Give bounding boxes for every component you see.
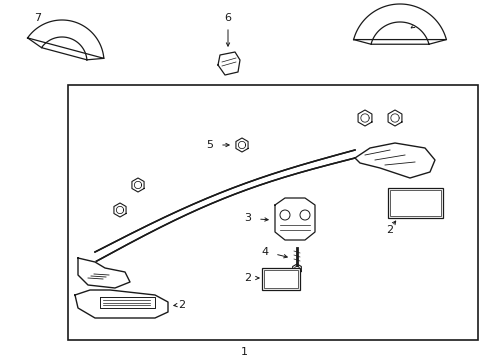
Polygon shape: [75, 290, 168, 318]
Text: 2: 2: [178, 300, 185, 310]
Bar: [389, 190, 440, 216]
Text: 5: 5: [206, 140, 213, 150]
Text: 2: 2: [386, 225, 393, 235]
Bar: [68, 85, 477, 340]
Text: 3: 3: [244, 213, 251, 223]
Polygon shape: [354, 143, 434, 178]
Bar: [387, 188, 442, 218]
Text: 8: 8: [410, 13, 418, 23]
Polygon shape: [95, 150, 354, 262]
Polygon shape: [78, 258, 130, 288]
Polygon shape: [353, 4, 446, 44]
Bar: [264, 270, 297, 288]
FancyBboxPatch shape: [262, 268, 299, 290]
Text: 1: 1: [240, 347, 247, 357]
Text: 6: 6: [224, 13, 231, 23]
Text: 4: 4: [261, 247, 268, 257]
Polygon shape: [218, 52, 240, 75]
Polygon shape: [274, 198, 314, 240]
Text: 7: 7: [34, 13, 41, 23]
Text: 2: 2: [244, 273, 251, 283]
Polygon shape: [27, 20, 103, 60]
